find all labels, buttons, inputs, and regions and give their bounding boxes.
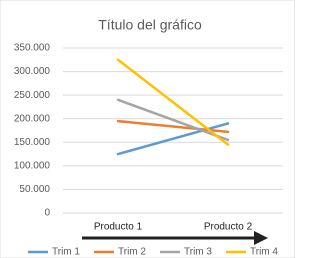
y-tick-label: 300.000 bbox=[14, 66, 51, 77]
y-tick-label: 50.000 bbox=[19, 184, 50, 195]
chart: Título del gráfico 0 50.000 100.000 150.000… bbox=[0, 0, 295, 258]
chart-title: Título del gráfico bbox=[98, 17, 202, 33]
y-tick-label: 150.000 bbox=[14, 137, 51, 148]
legend-label: Trim 4 bbox=[250, 247, 278, 258]
legend-label: Trim 3 bbox=[184, 247, 212, 258]
chart-background bbox=[0, 0, 295, 258]
y-tick-label: 350.000 bbox=[14, 43, 51, 54]
legend-label: Trim 2 bbox=[118, 247, 146, 258]
x-tick-label: Producto 1 bbox=[94, 222, 143, 233]
y-tick-label: 200.000 bbox=[14, 113, 51, 124]
y-tick-label: 100.000 bbox=[14, 160, 51, 171]
legend-label: Trim 1 bbox=[52, 247, 80, 258]
x-tick-label: Producto 2 bbox=[204, 222, 253, 233]
y-tick-label: 250.000 bbox=[14, 90, 51, 101]
y-tick-label: 0 bbox=[44, 208, 50, 219]
